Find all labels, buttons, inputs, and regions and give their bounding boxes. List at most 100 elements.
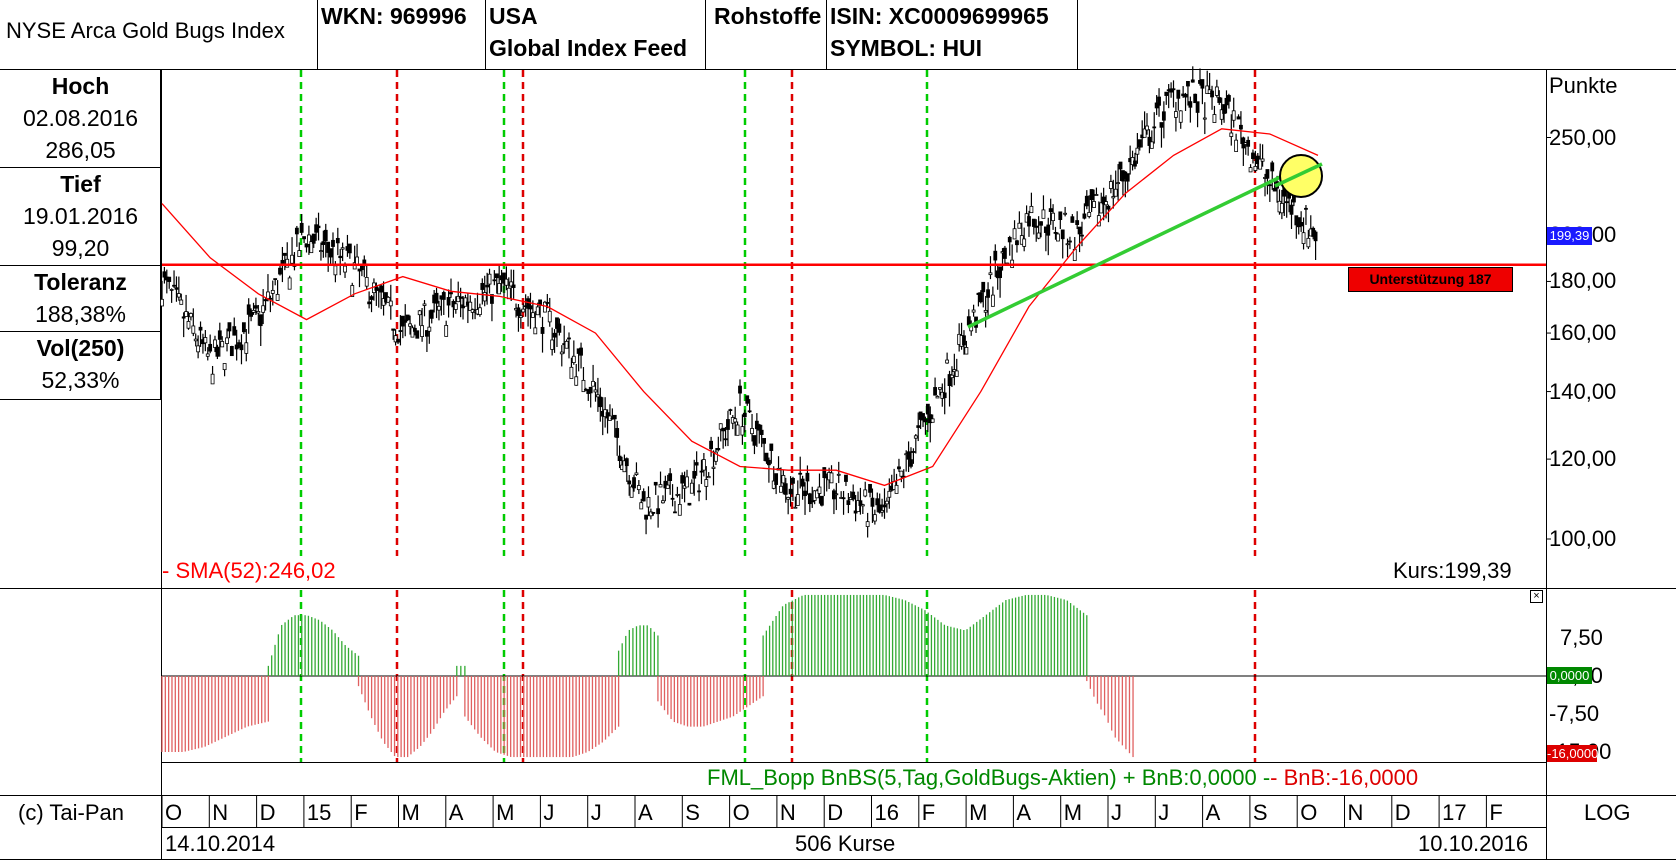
x-tick-label: D — [259, 800, 276, 825]
price-candle-body — [1101, 196, 1106, 205]
price-panel-bottom — [0, 588, 1676, 589]
price-candle-body — [256, 311, 261, 314]
price-candle-body — [1188, 101, 1193, 108]
price-candle-body — [1137, 139, 1142, 148]
price-candle-body — [1106, 205, 1111, 210]
price-candle-body — [297, 250, 302, 257]
x-tick-label: A — [1205, 800, 1221, 825]
header-bar — [0, 0, 1676, 70]
price-candle-body — [1060, 229, 1065, 240]
price-candle-body — [622, 460, 627, 473]
price-candle-body — [1111, 196, 1116, 199]
price-candle-body — [704, 479, 709, 487]
indicator-y-tick-label: -7,50 — [1549, 701, 1600, 726]
trend-line — [967, 168, 1296, 329]
price-candle-body — [569, 366, 574, 379]
price-candle-body — [453, 303, 458, 310]
x-tick-label: F — [354, 800, 368, 825]
price-candle-body — [875, 498, 880, 506]
indicator-legend: FML_Bopp BnBS(5,Tag,GoldBugs-Aktien) + B… — [707, 765, 1418, 791]
indicator-close-icon[interactable]: × — [1530, 590, 1543, 603]
price-candle-body — [639, 502, 644, 510]
price-candle-body — [697, 490, 701, 493]
price-candle-body — [723, 438, 728, 441]
price-candle-body — [487, 273, 492, 285]
price-candle-body — [482, 292, 487, 302]
price-candle-body — [391, 328, 396, 331]
price-candle-body — [658, 484, 663, 488]
price-candle-body — [225, 337, 229, 344]
sma-label: - SMA(52):246,02 — [162, 558, 336, 583]
price-candle-body — [899, 470, 904, 477]
price-candle-body — [1164, 91, 1169, 96]
x-tick-label: A — [448, 800, 464, 825]
price-candle-body — [574, 376, 579, 386]
price-candle-body — [494, 273, 499, 279]
x-tick-label: A — [638, 800, 653, 825]
price-candle-body — [885, 500, 889, 505]
price-candle-body — [795, 494, 800, 506]
x-tick-label: N — [1347, 800, 1364, 825]
price-candle-body — [338, 255, 343, 259]
price-candle-body — [834, 493, 839, 496]
price-candle-body — [714, 451, 718, 462]
price-candle-body — [783, 483, 788, 495]
price-candle-body — [497, 283, 502, 295]
price-candle-body — [434, 292, 439, 304]
price-candle-body — [860, 504, 865, 507]
x-tick-label: S — [685, 800, 700, 825]
price-candle-body — [1147, 136, 1152, 146]
price-candle-body — [962, 335, 966, 346]
price-candle-body — [412, 327, 417, 332]
price-candle-body — [993, 250, 998, 261]
price-candle-body — [369, 296, 374, 300]
price-candle-body — [285, 258, 290, 268]
price-candle-body — [733, 418, 738, 423]
price-candle-body — [174, 287, 179, 290]
y-tick-label: 180,00 — [1549, 268, 1617, 294]
price-candle-body — [509, 281, 514, 287]
x-tick-label: N — [212, 800, 229, 825]
price-candle-body — [911, 451, 916, 453]
y-axis-title: Punkte — [1549, 73, 1618, 98]
price-candle-body — [1260, 158, 1265, 162]
price-candle-body — [1159, 122, 1164, 128]
price-candle-body — [1200, 79, 1205, 89]
price-candle-body — [1068, 240, 1072, 243]
price-candle-body — [1217, 97, 1222, 103]
tief-value: 99,20 — [51, 235, 110, 261]
price-candle-body — [456, 295, 461, 303]
price-candle-body — [721, 427, 726, 432]
price-candle-body — [1084, 195, 1089, 207]
price-candle-body — [184, 311, 188, 317]
y-tick-label: 120,00 — [1549, 446, 1617, 472]
support-label: Unterstützung 187 — [1369, 271, 1492, 287]
price-candle-body — [181, 316, 186, 319]
price-candle-body — [540, 327, 545, 334]
price-candle-body — [1027, 216, 1031, 227]
price-candle-body — [530, 312, 535, 318]
log-label[interactable]: LOG — [1584, 800, 1631, 825]
price-candle-body — [735, 424, 740, 436]
price-candle-body — [246, 304, 251, 315]
price-candle-body — [1202, 117, 1207, 120]
price-candle-body — [367, 301, 372, 305]
price-candle-body — [906, 451, 911, 460]
price-candle-body — [319, 250, 323, 253]
toleranz-box: Toleranz 188,38% — [0, 266, 161, 332]
x-tick-label: 17 — [1442, 800, 1467, 825]
x-tick-label: D — [1394, 800, 1411, 825]
end-date: 10.10.2016 — [1418, 831, 1529, 856]
price-candle-body — [868, 483, 872, 493]
trend-line-end — [1274, 162, 1323, 188]
price-candle-body — [521, 308, 526, 313]
price-candle-body — [947, 374, 952, 386]
price-candle-body — [913, 435, 918, 439]
price-candle-body — [1229, 132, 1234, 137]
price-candle-body — [851, 491, 856, 500]
price-candle-body — [179, 299, 184, 305]
price-candle-body — [964, 347, 969, 355]
price-candle-body — [966, 316, 971, 326]
price-candle-body — [1304, 207, 1308, 210]
